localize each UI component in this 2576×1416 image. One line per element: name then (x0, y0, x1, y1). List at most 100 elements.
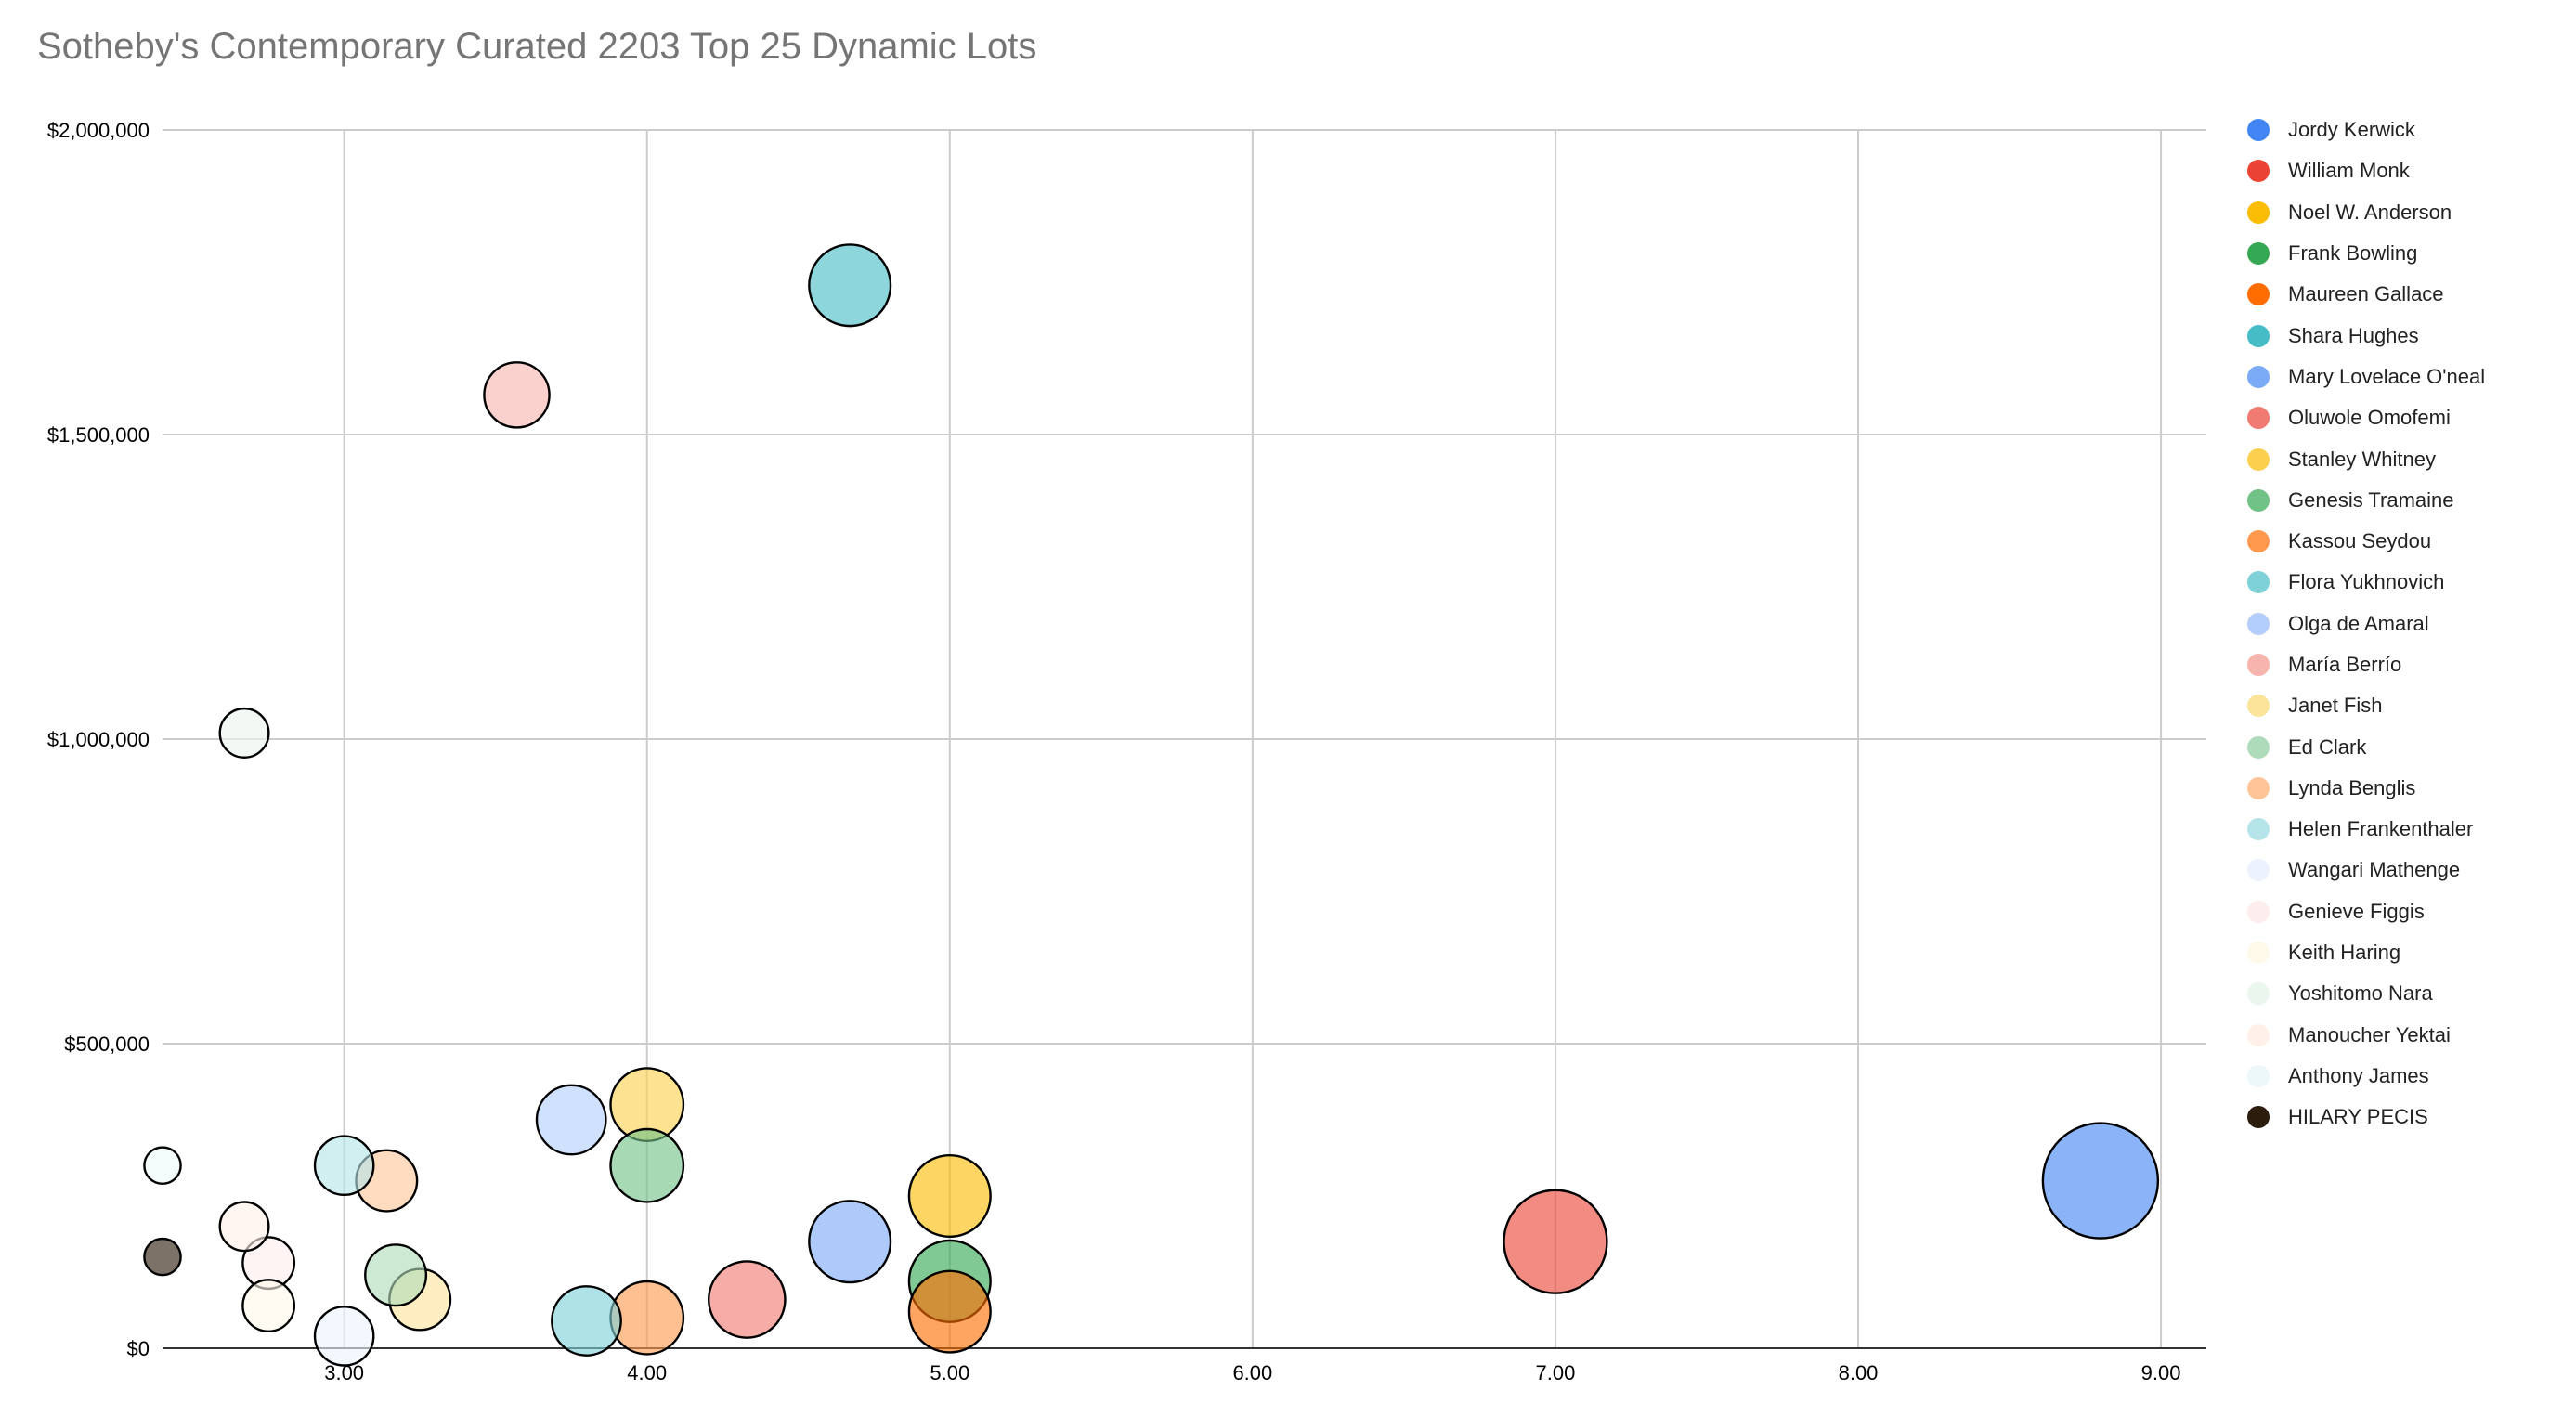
legend-swatch (2247, 982, 2270, 1006)
legend-label: William Monk (2288, 159, 2410, 183)
legend-item[interactable]: William Monk (2247, 150, 2563, 191)
bubble-point[interactable]: Flora Yukhnovich (551, 1285, 622, 1357)
bubble-point[interactable]: Shara Hughes (808, 243, 892, 328)
legend-label: Shara Hughes (2288, 323, 2419, 347)
bubble-point[interactable]: Manoucher Yektai (218, 1201, 270, 1253)
legend-label: Wangari Mathenge (2288, 858, 2461, 882)
legend-item[interactable]: Flora Yukhnovich (2247, 562, 2563, 603)
legend-swatch (2247, 571, 2270, 594)
legend-item[interactable]: Jordy Kerwick (2247, 110, 2563, 150)
legend-item[interactable]: Maureen Gallace (2247, 274, 2563, 315)
legend-swatch (2247, 612, 2270, 635)
bubble-point[interactable]: Genesis Tramaine (609, 1127, 685, 1203)
bubble-point[interactable]: Wangari Mathenge (313, 1306, 375, 1367)
legend: Jordy Kerwick William Monk Noel W. Anderso… (2247, 110, 2563, 1137)
bubble-point[interactable]: Keith Haring (241, 1279, 296, 1333)
legend-swatch (2247, 324, 2270, 347)
legend-label: Jordy Kerwick (2288, 118, 2415, 142)
legend-label: Lynda Benglis (2288, 775, 2416, 799)
bubble-point[interactable]: Jordy Kerwick (2041, 1122, 2160, 1240)
legend-label: Genesis Tramaine (2288, 487, 2454, 512)
legend-label: Olga de Amaral (2288, 611, 2429, 635)
legend-swatch (2247, 283, 2270, 306)
legend-item[interactable]: Wangari Mathenge (2247, 850, 2563, 890)
bubble-point[interactable]: HILARY PECIS (143, 1237, 182, 1277)
legend-label: Keith Haring (2288, 941, 2401, 965)
legend-swatch (2247, 530, 2270, 553)
legend-label: Maureen Gallace (2288, 282, 2444, 306)
legend-item[interactable]: Frank Bowling (2247, 233, 2563, 274)
bubble-point[interactable]: Ed Clark (364, 1243, 428, 1307)
bubble-point[interactable]: Helen Frankenthaler (313, 1135, 375, 1197)
legend-label: Flora Yukhnovich (2288, 570, 2445, 594)
legend-swatch (2247, 365, 2270, 388)
legend-item[interactable]: Olga de Amaral (2247, 604, 2563, 644)
legend-item[interactable]: Helen Frankenthaler (2247, 809, 2563, 850)
legend-item[interactable]: Kassou Seydou (2247, 521, 2563, 562)
legend-label: Ed Clark (2288, 734, 2367, 759)
y-tick-label: $2,000,000 (47, 119, 150, 142)
legend-swatch (2247, 900, 2270, 923)
legend-label: Oluwole Omofemi (2288, 406, 2451, 430)
legend-item[interactable]: Genesis Tramaine (2247, 480, 2563, 521)
legend-label: Stanley Whitney (2288, 447, 2436, 471)
bubble-point[interactable]: María Berrío (483, 361, 551, 429)
x-tick-label: 7.00 (1536, 1361, 1576, 1384)
legend-swatch (2247, 448, 2270, 471)
bubble-point[interactable]: William Monk (1503, 1189, 1608, 1294)
legend-item[interactable]: Mary Lovelace O'neal (2247, 357, 2563, 397)
legend-label: María Berrío (2288, 653, 2402, 676)
legend-item[interactable]: Janet Fish (2247, 685, 2563, 726)
y-tick-label: $1,000,000 (47, 728, 150, 751)
legend-label: Kassou Seydou (2288, 529, 2432, 553)
legend-swatch (2247, 735, 2270, 759)
legend-item[interactable]: María Berrío (2247, 644, 2563, 685)
y-tick-label: $0 (127, 1337, 150, 1360)
legend-item[interactable]: HILARY PECIS (2247, 1097, 2563, 1137)
legend-item[interactable]: Noel W. Anderson (2247, 192, 2563, 233)
tick-layer: $0 $500,000 $1,000,000 $1,500,000 $2,000,000… (47, 119, 2181, 1384)
legend-swatch (2247, 201, 2270, 224)
legend-label: Janet Fish (2288, 694, 2383, 718)
bubble-point[interactable]: Olga de Amaral (535, 1084, 607, 1156)
x-tick-label: 5.00 (930, 1361, 969, 1384)
legend-item[interactable]: Ed Clark (2247, 726, 2563, 767)
x-tick-label: 6.00 (1232, 1361, 1272, 1384)
x-tick-label: 4.00 (627, 1361, 667, 1384)
legend-item[interactable]: Oluwole Omofemi (2247, 397, 2563, 438)
legend-swatch (2247, 160, 2270, 183)
legend-swatch (2247, 818, 2270, 841)
legend-item[interactable]: Keith Haring (2247, 932, 2563, 973)
y-tick-label: $1,500,000 (47, 423, 150, 447)
legend-item[interactable]: Lynda Benglis (2247, 768, 2563, 809)
legend-label: Yoshitomo Nara (2288, 981, 2433, 1006)
x-tick-label: 3.00 (324, 1361, 364, 1384)
bubble-point[interactable]: Maureen Gallace (907, 1269, 992, 1354)
legend-label: Helen Frankenthaler (2288, 817, 2474, 841)
bubble-point[interactable]: Oluwole Omofemi (707, 1260, 787, 1339)
legend-item[interactable]: Genieve Figgis (2247, 891, 2563, 932)
legend-swatch (2247, 488, 2270, 512)
bubble-point[interactable]: Noel W. Anderson (907, 1153, 992, 1239)
legend-item[interactable]: Manoucher Yektai (2247, 1015, 2563, 1056)
legend-label: HILARY PECIS (2288, 1105, 2428, 1129)
legend-label: Manoucher Yektai (2288, 1022, 2451, 1046)
bubble-layer: Jordy Kerwick William Monk Noel W. Anderso… (143, 243, 2160, 1367)
grid-layer (163, 129, 2206, 1349)
x-tick-label: 8.00 (1839, 1361, 1879, 1384)
legend-swatch (2247, 407, 2270, 430)
legend-item[interactable]: Stanley Whitney (2247, 438, 2563, 479)
legend-label: Noel W. Anderson (2288, 200, 2452, 224)
bubble-point[interactable]: Yoshitomo Nara (218, 707, 270, 759)
legend-item[interactable]: Shara Hughes (2247, 315, 2563, 356)
legend-swatch (2247, 1106, 2270, 1129)
legend-swatch (2247, 1023, 2270, 1046)
legend-item[interactable]: Anthony James (2247, 1056, 2563, 1097)
x-tick-label: 9.00 (2141, 1361, 2181, 1384)
bubble-point[interactable]: Mary Lovelace O'neal (808, 1200, 892, 1284)
bubble-point[interactable]: Anthony James (143, 1146, 182, 1186)
legend-swatch (2247, 776, 2270, 799)
legend-item[interactable]: Yoshitomo Nara (2247, 973, 2563, 1014)
legend-label: Mary Lovelace O'neal (2288, 364, 2486, 388)
